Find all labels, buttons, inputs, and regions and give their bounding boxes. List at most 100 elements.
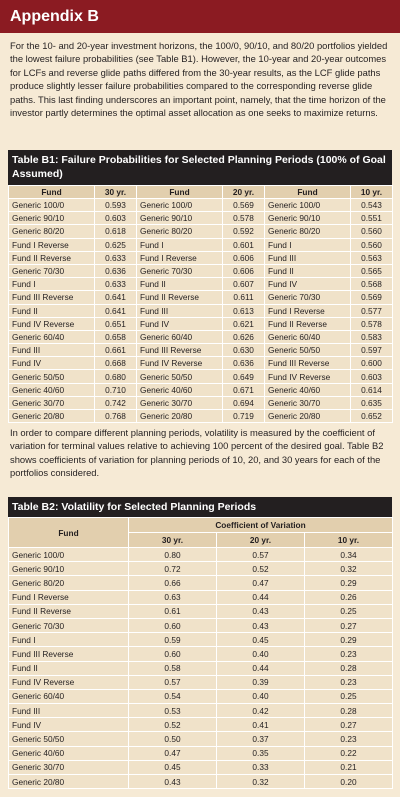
table-row: Fund II 0.641 Fund III 0.613 Fund I Reverse 0… [8, 303, 393, 318]
value-cell: 0.601 [222, 237, 265, 252]
fund-cell: Fund I Reverse [8, 237, 95, 252]
value-cell: 0.60 [128, 617, 217, 634]
fund-cell: Generic 30/70 [264, 395, 351, 411]
value-cell: 0.618 [94, 224, 137, 239]
value-cell: 0.57 [216, 546, 305, 563]
column-header: 30 yr. [94, 185, 137, 199]
value-cell: 0.33 [216, 759, 305, 776]
table-row: Fund III Reverse 0.641 Fund II Reverse 0.61… [8, 290, 393, 305]
value-cell: 0.606 [222, 250, 265, 265]
value-cell: 0.29 [304, 575, 393, 591]
value-cell: 0.59 [128, 632, 217, 648]
value-cell: 0.633 [94, 250, 137, 265]
value-cell: 0.28 [304, 660, 393, 676]
fund-cell: Fund IV [8, 717, 129, 733]
fund-cell: Fund I Reverse [264, 303, 351, 318]
value-cell: 0.50 [128, 731, 217, 747]
fund-cell: Fund IV [264, 277, 351, 292]
value-cell: 0.32 [216, 773, 305, 790]
value-cell: 0.61 [128, 603, 217, 619]
fund-cell: Generic 90/10 [8, 561, 129, 577]
table-row: Fund IV 0.668 Fund IV Reverse 0.636 Fund III… [8, 356, 393, 371]
fund-cell: Fund I [8, 277, 95, 292]
value-cell: 0.569 [222, 197, 265, 213]
value-cell: 0.607 [222, 277, 265, 292]
value-cell: 0.606 [222, 263, 265, 279]
value-cell: 0.53 [128, 703, 217, 719]
fund-cell: Fund II [8, 303, 95, 318]
value-cell: 0.42 [216, 703, 305, 719]
table-row: Fund III 0.53 0.42 0.28 [8, 703, 393, 719]
value-cell: 0.47 [128, 745, 217, 761]
value-cell: 0.54 [128, 688, 217, 705]
table-title: Table B1: Failure Probabilities for Sele… [8, 150, 392, 185]
table-row: Fund II 0.58 0.44 0.28 [8, 660, 393, 676]
fund-cell: Generic 20/80 [264, 408, 351, 424]
header-row: Fund 30 yr. Fund 20 yr. Fund 10 yr. [8, 185, 393, 199]
fund-cell: Generic 40/60 [8, 382, 95, 397]
fund-cell: Generic 70/30 [8, 617, 129, 634]
fund-cell: Fund II [264, 263, 351, 279]
value-cell: 0.25 [304, 603, 393, 619]
value-cell: 0.593 [94, 197, 137, 213]
value-cell: 0.592 [222, 224, 265, 239]
value-cell: 0.768 [94, 408, 137, 424]
value-cell: 0.578 [222, 211, 265, 226]
fund-cell: Generic 60/40 [8, 329, 95, 345]
value-cell: 0.600 [350, 356, 393, 371]
value-cell: 0.35 [216, 745, 305, 761]
fund-cell: Generic 50/50 [8, 731, 129, 747]
value-cell: 0.23 [304, 646, 393, 662]
value-cell: 0.680 [94, 369, 137, 384]
value-cell: 0.43 [216, 617, 305, 634]
fund-cell: Fund I [136, 237, 223, 252]
value-cell: 0.28 [304, 703, 393, 719]
table-row: Fund II Reverse 0.61 0.43 0.25 [8, 603, 393, 619]
value-cell: 0.40 [216, 688, 305, 705]
table-row: Generic 90/10 0.603 Generic 90/10 0.578 Gene… [8, 211, 393, 226]
column-header: Fund [264, 185, 351, 199]
fund-cell: Generic 80/20 [8, 224, 95, 239]
value-cell: 0.661 [94, 343, 137, 358]
value-cell: 0.694 [222, 395, 265, 411]
value-cell: 0.47 [216, 575, 305, 591]
fund-cell: Fund II [8, 660, 129, 676]
value-cell: 0.45 [216, 632, 305, 648]
value-cell: 0.543 [350, 197, 393, 213]
value-cell: 0.597 [350, 343, 393, 358]
value-cell: 0.43 [128, 773, 217, 790]
fund-cell: Fund III Reverse [264, 356, 351, 371]
fund-cell: Fund IV Reverse [8, 316, 95, 331]
value-cell: 0.636 [222, 356, 265, 371]
fund-cell: Fund II Reverse [8, 250, 95, 265]
table-row: Generic 100/0 0.80 0.57 0.34 [8, 546, 393, 563]
value-cell: 0.641 [94, 303, 137, 318]
column-header: 20 yr. [222, 185, 265, 199]
fund-cell: Fund II Reverse [8, 603, 129, 619]
fund-cell: Generic 90/10 [264, 211, 351, 226]
column-header: 30 yr. [128, 532, 217, 548]
value-cell: 0.40 [216, 646, 305, 662]
header-title: Appendix B [0, 0, 400, 33]
table-row: Generic 40/60 0.710 Generic 40/60 0.671 Gene… [8, 382, 393, 397]
value-cell: 0.32 [304, 561, 393, 577]
table-row: Fund I Reverse 0.63 0.44 0.26 [8, 589, 393, 605]
table-row: Fund III Reverse 0.60 0.40 0.23 [8, 646, 393, 662]
fund-cell: Fund IV Reverse [264, 369, 351, 384]
fund-cell: Fund III [8, 343, 95, 358]
fund-cell: Generic 40/60 [8, 745, 129, 761]
value-cell: 0.52 [128, 717, 217, 733]
fund-cell: Generic 30/70 [136, 395, 223, 411]
fund-cell: Generic 60/40 [264, 329, 351, 345]
fund-cell: Generic 80/20 [136, 224, 223, 239]
fund-cell: Generic 100/0 [8, 546, 129, 563]
value-cell: 0.613 [222, 303, 265, 318]
value-cell: 0.44 [216, 589, 305, 605]
fund-cell: Generic 80/20 [264, 224, 351, 239]
value-cell: 0.668 [94, 356, 137, 371]
fund-cell: Fund III [8, 703, 129, 719]
paragraph: In order to compare different planning p… [10, 427, 384, 479]
fund-cell: Generic 60/40 [136, 329, 223, 345]
value-cell: 0.603 [94, 211, 137, 226]
